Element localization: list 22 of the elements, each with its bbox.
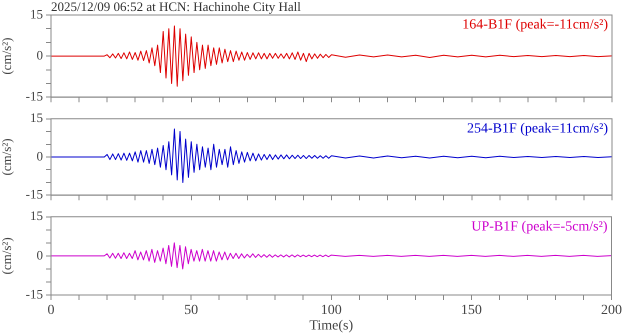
y-tick-label: -15: [26, 88, 43, 104]
y-tick-label: 0: [36, 247, 43, 262]
series-label: UP-B1F (peak=-5cm/s²): [471, 219, 608, 234]
chart-title: 2025/12/09 06:52 at HCN: Hachinohe City Hall: [51, 0, 302, 14]
series-label: 164-B1F (peak=-11cm/s²): [462, 18, 608, 33]
x-tick-label: 50: [184, 303, 198, 318]
y-tick-label: 15: [30, 6, 43, 22]
y-tick-label: 0: [36, 148, 43, 164]
x-tick-label: 0: [48, 303, 54, 318]
series-label: 254-B1F (peak=11cm/s²): [466, 121, 608, 136]
y-tick-label: 15: [30, 110, 43, 126]
x-tick-label: 100: [320, 303, 342, 318]
y-axis-title: (cm/s²): [0, 138, 14, 176]
y-tick-label: 15: [30, 208, 43, 224]
y-axis-title: (cm/s²): [0, 237, 14, 274]
y-tick-label: 0: [36, 48, 43, 63]
y-axis-title: (cm/s²): [0, 38, 14, 75]
y-tick-label: -15: [26, 286, 43, 302]
x-axis-title: Time(s): [309, 318, 354, 334]
x-tick-label: 150: [460, 303, 482, 318]
y-tick-label: -15: [26, 186, 43, 202]
x-tick-label: 200: [601, 303, 622, 318]
